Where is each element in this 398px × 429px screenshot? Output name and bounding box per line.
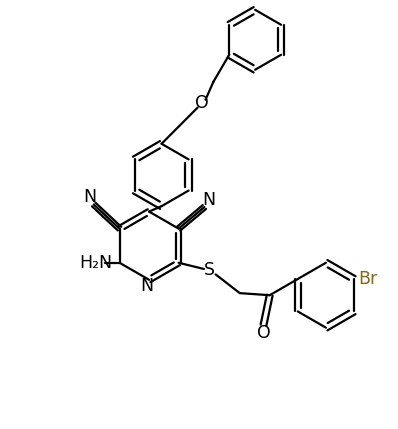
- Text: N: N: [202, 191, 215, 209]
- Text: N: N: [83, 188, 96, 206]
- Text: Br: Br: [358, 270, 377, 288]
- Text: O: O: [195, 94, 209, 112]
- Text: S: S: [204, 261, 215, 279]
- Text: H₂N: H₂N: [79, 254, 112, 272]
- Text: O: O: [257, 323, 270, 341]
- Text: N: N: [140, 277, 154, 295]
